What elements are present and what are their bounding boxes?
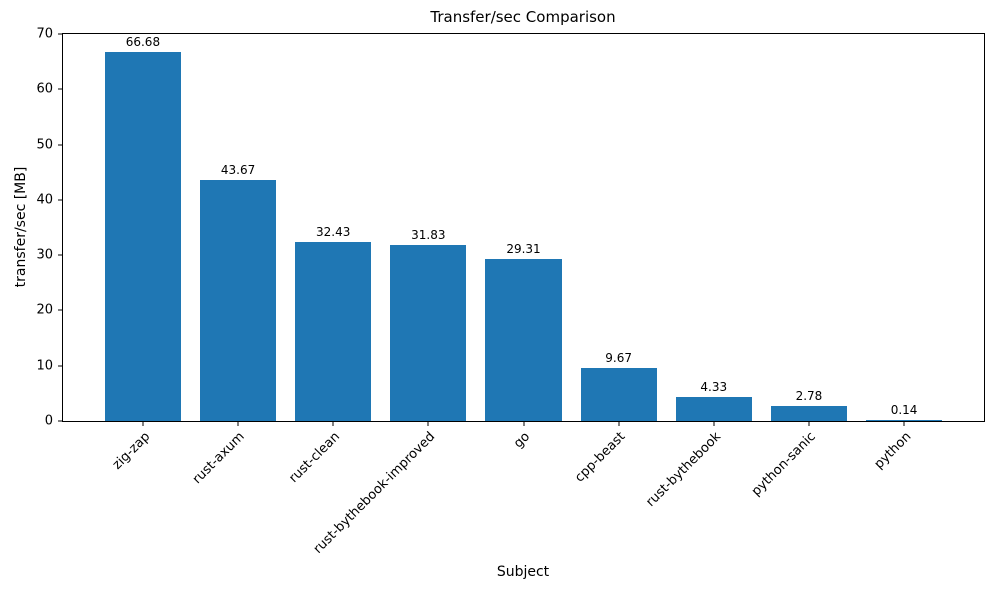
- plot-area: 66.68 zig-zap 43.67 rust-axum 32.43 rust-clea…: [36, 28, 985, 557]
- bar-rust-bythebook-improved: [390, 245, 467, 421]
- bar-value-label: 66.68: [125, 35, 161, 50]
- bar-value-label: 43.67: [220, 162, 256, 177]
- bar-cpp-beast: [580, 367, 657, 421]
- y-tick-mark: [58, 309, 63, 311]
- x-tick-mark: [237, 421, 239, 426]
- y-tick-mark: [58, 33, 63, 35]
- bar-value-label: 0.14: [890, 403, 918, 418]
- bar-value-label: 31.83: [411, 228, 446, 243]
- y-tick-label: 0: [44, 413, 53, 429]
- bar-value-label: 9.67: [605, 350, 632, 365]
- x-tick-mark: [618, 421, 620, 426]
- x-tick-label: python-sanic: [748, 429, 819, 500]
- bar-value-label: 4.33: [700, 380, 728, 395]
- x-tick-mark: [523, 421, 524, 426]
- bar-rust-bythebook: [675, 397, 752, 421]
- y-tick-label: 70: [36, 26, 53, 42]
- y-tick-mark: [58, 199, 63, 201]
- y-tick-label: 30: [36, 247, 53, 263]
- y-tick-label: 10: [36, 358, 53, 374]
- x-tick-label: rust-bythebook: [642, 429, 724, 510]
- bar-go: [485, 258, 562, 421]
- bar-python: [866, 420, 943, 421]
- x-tick-mark: [808, 421, 810, 426]
- y-tick-mark: [58, 88, 63, 90]
- x-tick-mark: [142, 421, 144, 426]
- bar-zig-zap: [104, 52, 181, 421]
- x-tick-label: rust-axum: [190, 429, 248, 488]
- x-tick-label: go: [511, 429, 534, 452]
- y-tick-label: 40: [36, 192, 53, 208]
- x-tick-mark: [427, 421, 429, 426]
- bar-value-label: 32.43: [316, 224, 351, 239]
- bar-python-sanic: [770, 405, 847, 421]
- x-tick-label: python: [871, 429, 914, 473]
- x-axis-label: Subject: [496, 564, 550, 580]
- x-tick-label: cpp-beast: [572, 429, 629, 486]
- y-tick-mark: [58, 144, 63, 146]
- y-tick-mark: [58, 254, 63, 256]
- bar-rust-axum: [200, 179, 277, 421]
- y-tick-label: 60: [36, 81, 53, 97]
- bar-value-label: 29.31: [506, 241, 541, 256]
- y-tick-label: 20: [36, 302, 53, 318]
- bar-rust-clean: [295, 241, 372, 421]
- chart-title: Transfer/sec Comparison: [430, 8, 616, 26]
- x-tick-mark: [713, 421, 715, 426]
- bar-value-label: 2.78: [795, 388, 823, 403]
- x-tick-mark: [903, 421, 905, 426]
- x-tick-label: zig-zap: [109, 429, 153, 473]
- x-tick-label: rust-clean: [286, 429, 344, 486]
- y-tick-mark: [58, 420, 63, 422]
- y-axis-label: transfer/sec [MB]: [13, 166, 29, 288]
- y-tick-mark: [58, 365, 63, 367]
- x-tick-mark: [332, 421, 334, 426]
- y-tick-label: 50: [36, 137, 53, 153]
